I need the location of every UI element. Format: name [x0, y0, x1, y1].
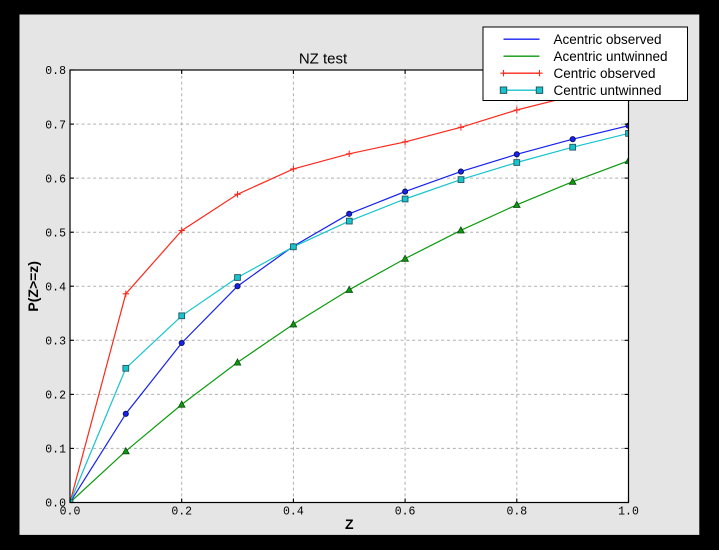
svg-text:0.0: 0.0 [60, 506, 81, 519]
svg-text:Acentric observed: Acentric observed [554, 32, 662, 47]
svg-text:NZ test: NZ test [299, 51, 348, 68]
svg-text:0.5: 0.5 [45, 227, 66, 240]
svg-text:0.6: 0.6 [45, 173, 66, 186]
svg-text:Acentric untwinned: Acentric untwinned [554, 49, 668, 64]
svg-text:Z: Z [345, 516, 354, 532]
svg-text:0.6: 0.6 [395, 506, 416, 519]
svg-text:0.2: 0.2 [45, 390, 66, 403]
svg-text:0.1: 0.1 [45, 444, 66, 457]
svg-text:Centric untwinned: Centric untwinned [554, 83, 662, 98]
svg-text:1.0: 1.0 [618, 506, 639, 519]
svg-text:0.4: 0.4 [283, 506, 304, 519]
svg-text:P(Z>=z): P(Z>=z) [25, 261, 41, 312]
svg-text:Centric observed: Centric observed [554, 66, 656, 81]
svg-text:0.2: 0.2 [171, 506, 192, 519]
svg-text:0.4: 0.4 [45, 281, 66, 294]
svg-text:0.0: 0.0 [45, 498, 66, 511]
svg-text:0.8: 0.8 [506, 506, 527, 519]
svg-text:0.7: 0.7 [45, 119, 66, 132]
svg-text:0.3: 0.3 [45, 336, 66, 349]
svg-text:0.8: 0.8 [45, 65, 66, 78]
